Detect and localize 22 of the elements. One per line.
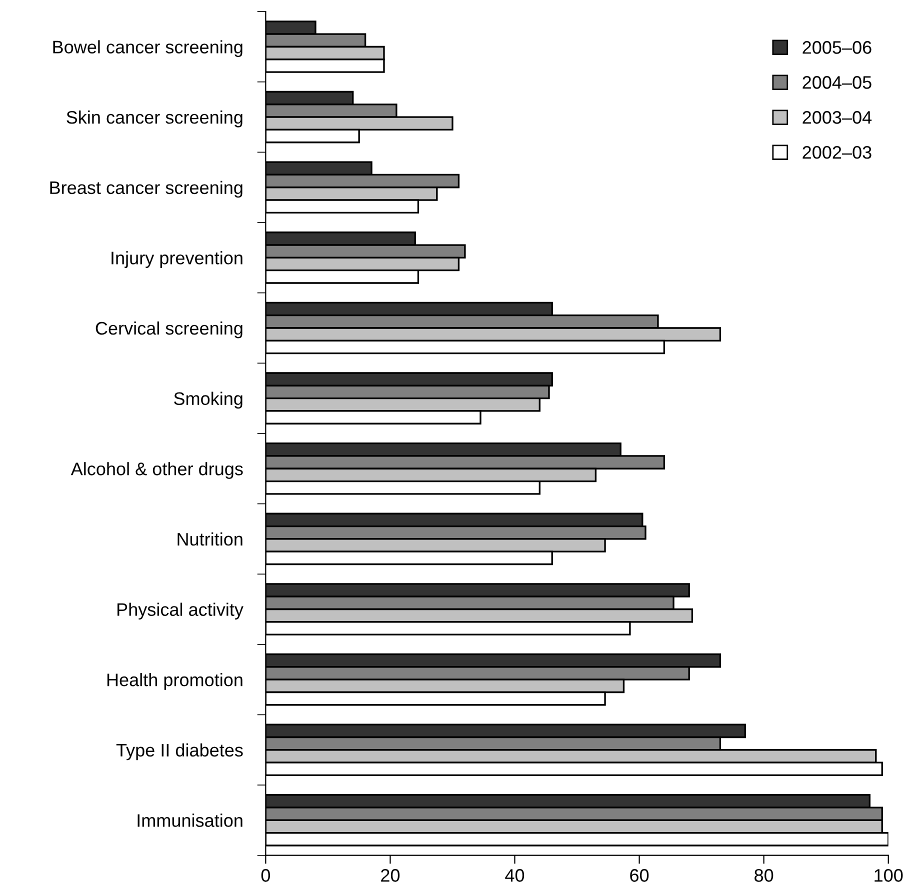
y-tick-label: Skin cancer screening — [66, 110, 242, 128]
x-tick-label: 40 — [505, 869, 524, 882]
x-tick-label: 100 — [874, 869, 903, 882]
y-tick-label: Type II diabetes — [116, 743, 243, 760]
y-tick-label: Breast cancer screening — [50, 180, 242, 198]
y-tick-label: Injury prevention — [112, 251, 242, 268]
legend-label: 2002–03 — [802, 146, 872, 159]
y-tick-label: Physical activity — [118, 602, 244, 620]
y-tick-label: Bowel cancer screening — [53, 40, 242, 58]
legend-label: 2005–06 — [802, 41, 872, 54]
x-tick-label: 20 — [381, 869, 400, 882]
x-tick-label: 0 — [261, 869, 270, 882]
y-tick-label: Immunisation — [138, 814, 242, 827]
y-tick-label: Alcohol & other drugs — [70, 462, 243, 479]
x-tick-label: 60 — [630, 869, 649, 882]
legend-label: 2003–04 — [802, 111, 872, 124]
legend-label: 2004–05 — [802, 76, 872, 89]
x-tick-label: 80 — [754, 869, 774, 882]
y-tick-label: Nutrition — [178, 532, 242, 546]
y-tick-label: Health promotion — [107, 673, 242, 690]
y-tick-label: Smoking — [174, 392, 242, 409]
y-tick-label: Cervical screening — [96, 321, 242, 338]
